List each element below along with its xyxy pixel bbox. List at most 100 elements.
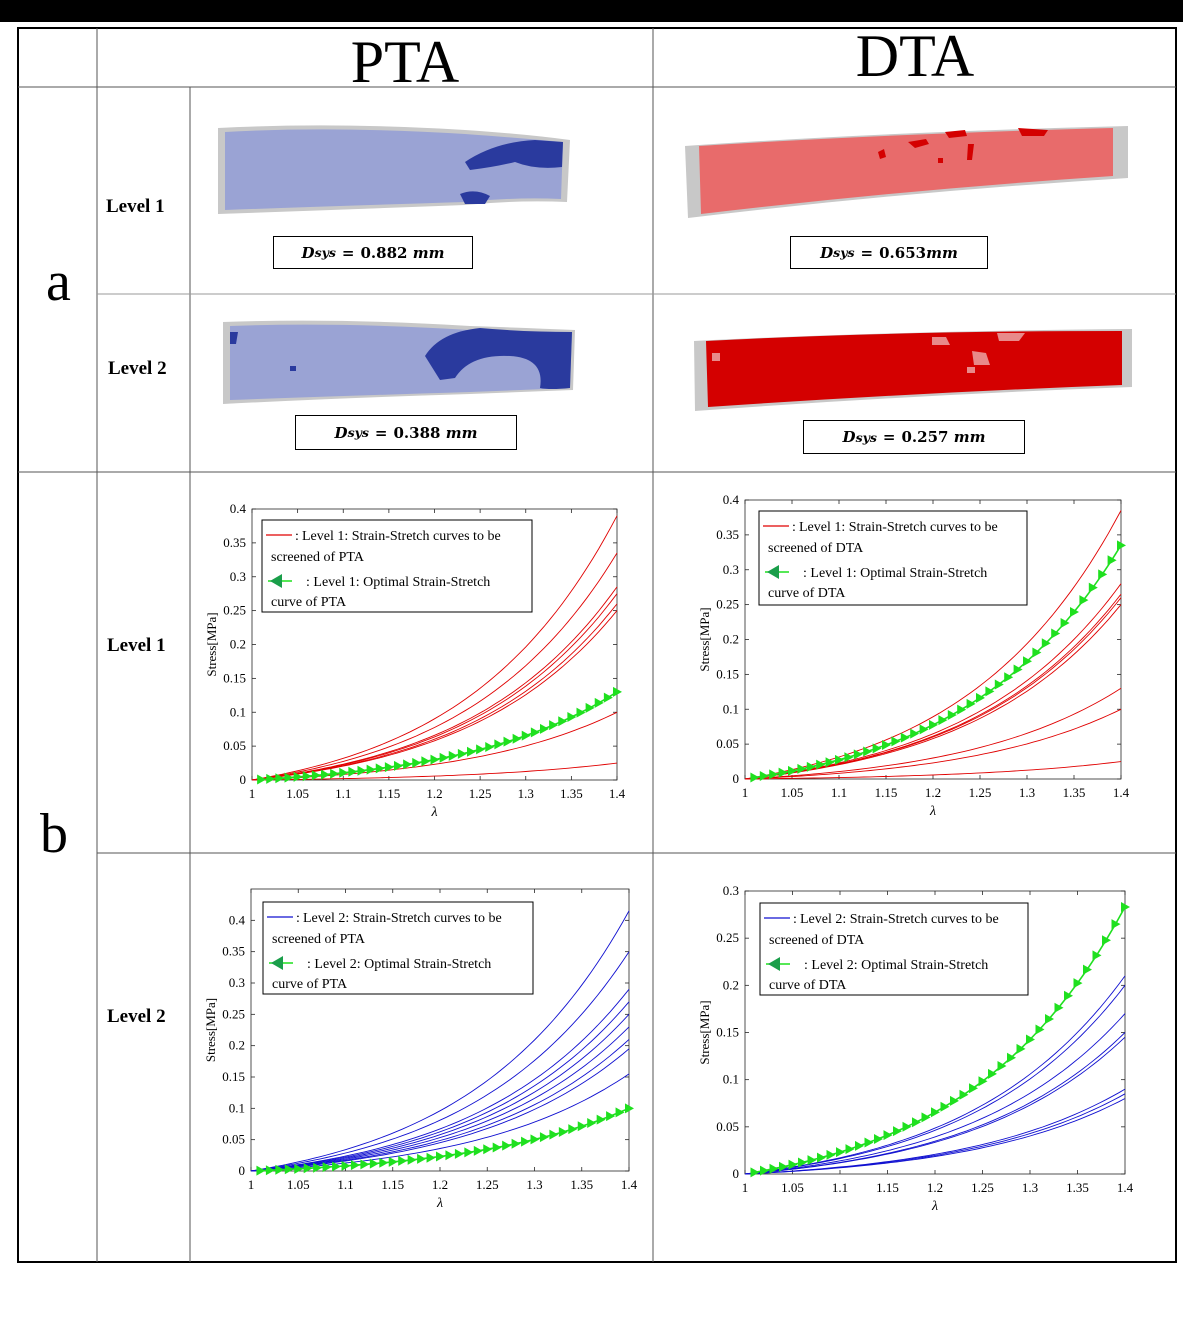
y-axis-label: Stress[MPa] (204, 612, 219, 676)
x-tick-label: 1.4 (609, 786, 626, 801)
x-tick-label: 1.35 (1063, 785, 1086, 800)
optimal-curve-marker (874, 1133, 883, 1144)
y-axis-label: Stress[MPa] (697, 1000, 712, 1064)
optimal-curve (754, 906, 1126, 1174)
y-tick-label: 0 (240, 772, 247, 787)
row-label-b-level2: Level 2 (107, 1006, 166, 1027)
legend-optimal-label-line2: curve of DTA (769, 978, 847, 993)
optimal-curve-marker (332, 1161, 342, 1172)
optimal-curve-marker (1083, 964, 1092, 975)
optimal-curve-marker (997, 1061, 1007, 1072)
optimal-curve-marker (625, 1103, 634, 1114)
screen-curve-3 (744, 1013, 1126, 1175)
optimal-curve-marker (855, 1140, 864, 1151)
optimal-curve-marker (330, 768, 340, 779)
x-tick-label: 1.35 (570, 1177, 593, 1192)
optimal-curve-marker (426, 1152, 436, 1163)
optimal-curve-marker (985, 686, 995, 697)
y-tick-label: 0 (733, 1166, 740, 1181)
optimal-curve-marker (384, 762, 394, 773)
row-label-b-level1: Level 1 (107, 635, 166, 656)
screen-curve-5 (744, 1036, 1126, 1175)
optimal-curve-marker (929, 719, 938, 730)
x-tick-label: 1.2 (925, 785, 941, 800)
optimal-curve-marker (931, 1107, 940, 1118)
y-tick-label: 0.4 (229, 912, 246, 927)
optimal-curve-marker (421, 756, 431, 767)
deformation-symbol: D (334, 423, 348, 442)
optimal-curve-marker (969, 1083, 978, 1094)
optimal-curve-marker (1070, 606, 1079, 617)
optimal-curve-marker (882, 739, 891, 750)
legend-optimal-label-line2: curve of DTA (768, 586, 846, 601)
screen-curve-7 (744, 708, 1122, 780)
optimal-curve-marker (750, 1167, 760, 1178)
equals-sign: = (341, 243, 355, 262)
y-tick-label: 0.2 (723, 632, 739, 647)
optimal-curve-marker (483, 1144, 493, 1155)
optimal-curve-marker (959, 1089, 969, 1100)
y-axis-label: Stress[MPa] (203, 998, 218, 1062)
legend-optimal-label-line1: : Level 2: Optimal Strain-Stretch (804, 958, 988, 973)
legend-optimal-swatch-marker (270, 574, 282, 588)
optimal-curve-marker (530, 1134, 540, 1145)
optimal-curve-marker (539, 1132, 549, 1143)
y-tick-label: 0.3 (229, 975, 245, 990)
y-tick-label: 0.1 (230, 704, 246, 719)
deformation-value: 0.653 (879, 243, 927, 262)
deformation-value: 0.388 (393, 423, 441, 442)
optimal-curve-marker (494, 739, 504, 750)
optimal-curve-marker (1121, 902, 1130, 913)
x-axis-label: λ (430, 805, 437, 820)
optimal-curve-marker (348, 766, 358, 777)
optimal-curve-marker (430, 754, 440, 765)
x-tick-label: 1.15 (875, 785, 898, 800)
optimal-curve-marker (750, 772, 760, 783)
screen-curve-8 (744, 1098, 1126, 1175)
deformation-unit: mm (926, 243, 958, 262)
legend-screen-label-line1: Level 2: Strain-Stretch curves to be (800, 912, 999, 927)
x-tick-label: 1.35 (560, 786, 583, 801)
optimal-curve-marker (448, 750, 458, 761)
optimal-curve-marker (467, 746, 476, 757)
optimal-curve-marker (947, 710, 957, 721)
optimal-curve-marker (978, 1076, 988, 1087)
x-axis-label: λ (929, 804, 936, 819)
optimal-curve-marker (1035, 1024, 1045, 1035)
x-tick-label: 1.3 (1019, 785, 1035, 800)
optimal-curve-marker (585, 702, 595, 713)
optimal-curve-marker (845, 1144, 855, 1155)
y-axis-label: Stress[MPa] (697, 607, 712, 671)
optimal-curve-marker (388, 1156, 398, 1167)
optimal-curve-marker (512, 733, 522, 744)
x-tick-label: 1 (742, 1180, 749, 1195)
legend-optimal-swatch-marker (768, 957, 780, 971)
optimal-curve-marker (921, 1112, 931, 1123)
optimal-curve-marker (587, 1118, 597, 1129)
optimal-curve-marker (403, 759, 413, 770)
optimal-curve-marker (760, 1165, 769, 1176)
optimal-curve-marker (1041, 638, 1051, 649)
screen-curve-2 (250, 951, 630, 1172)
optimal-curve-marker (1092, 950, 1102, 961)
optimal-curve-marker (817, 1152, 826, 1163)
column-header-dta: DTA (855, 23, 975, 89)
optimal-curve-marker (816, 759, 826, 770)
optimal-curve-marker (439, 752, 449, 763)
optimal-curve-marker (567, 712, 577, 723)
legend-screen-label-line2: screened of DTA (768, 541, 864, 556)
equals-sign: = (374, 423, 388, 442)
optimal-curve-marker (957, 704, 967, 715)
deformation-symbol: D (820, 243, 834, 262)
legend-screen-label-line1: Level 1: Strain-Stretch curves to be (799, 520, 998, 535)
screen-curve-3 (250, 989, 630, 1172)
optimal-curve-marker (1051, 628, 1061, 639)
x-tick-label: 1.25 (969, 785, 992, 800)
x-tick-label: 1.15 (381, 1177, 404, 1192)
optimal-curve-marker (366, 764, 376, 775)
optimal-curve-marker (256, 1165, 266, 1176)
optimal-curve-marker (988, 1068, 997, 1079)
y-tick-label: 0.05 (222, 1132, 245, 1147)
optimal-curve-marker (521, 1136, 531, 1147)
